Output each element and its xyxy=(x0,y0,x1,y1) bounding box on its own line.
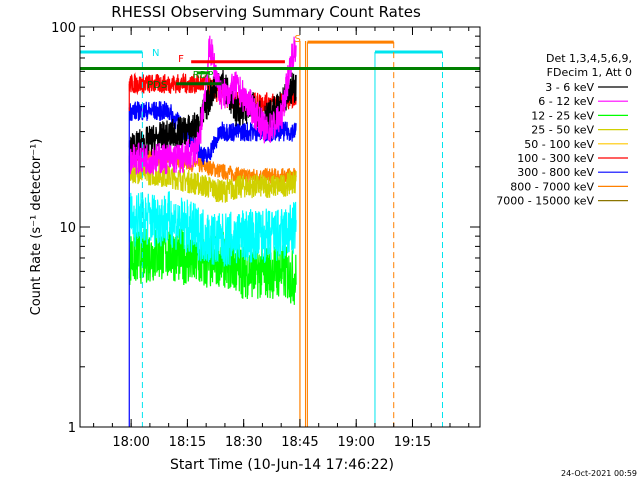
series-cyan xyxy=(128,191,297,267)
legend-label-4: 50 - 100 keV xyxy=(524,138,594,151)
attenuator-markers-label: PDS xyxy=(147,80,167,91)
series-cyan-line xyxy=(128,191,297,267)
flare-markers-label: F xyxy=(178,54,184,65)
x-tick-label-2: 18:30 xyxy=(225,435,262,450)
legend-label-3: 25 - 50 keV xyxy=(531,124,594,137)
series-25-50-kev xyxy=(128,159,297,203)
attenuator-markers: PDS xyxy=(147,80,222,91)
series-6-12-kev-line xyxy=(128,35,297,175)
x-tick-label-0: 18:00 xyxy=(112,435,149,450)
series-6-12-kev xyxy=(128,35,297,175)
x-tick-label-5: 19:15 xyxy=(394,435,431,450)
decimation-markers-label: RDP xyxy=(193,70,214,81)
x-tick-label-4: 19:00 xyxy=(337,435,374,450)
legend-label-6: 300 - 800 keV xyxy=(517,166,594,179)
night-markers: N xyxy=(80,48,443,427)
chart-title: RHESSI Observing Summary Count Rates xyxy=(111,3,421,21)
decimation-markers: RDP xyxy=(193,70,214,81)
legend-label-2: 12 - 25 keV xyxy=(531,109,594,122)
legend-label-8: 7000 - 15000 keV xyxy=(496,195,594,208)
x-axis-label: Start Time (10-Jun-14 17:46:22) xyxy=(170,457,394,473)
legend-label-0: 3 - 6 keV xyxy=(545,81,594,94)
y-axis-label: Count Rate (s⁻¹ detector⁻¹) xyxy=(29,139,44,316)
night-markers-label: N xyxy=(152,48,159,59)
y-tick-label-2: 100 xyxy=(51,21,76,36)
flare-markers: F xyxy=(178,54,285,65)
x-tick-label-3: 18:45 xyxy=(281,435,318,450)
series-12-25-kev xyxy=(128,225,297,305)
saa-markers: S xyxy=(294,34,395,427)
series-3-6-kev xyxy=(128,68,297,162)
axes: 18:00 18:15 18:30 18:45 19:00 19:15 1 10 100 xyxy=(51,21,480,450)
legend-header-0: Det 1,3,4,5,6,9, xyxy=(546,52,632,65)
series-25-50-kev-line xyxy=(128,159,297,203)
legend: Det 1,3,4,5,6,9,FDecim 1, Att 0 3 - 6 keV… xyxy=(496,52,632,208)
legend-header-1: FDecim 1, Att 0 xyxy=(547,66,632,79)
x-tick-label-1: 18:15 xyxy=(169,435,206,450)
series-12-25-kev-line xyxy=(128,225,297,305)
series-3-6-kev-line xyxy=(128,68,297,162)
y-tick-label-0: 1 xyxy=(68,421,76,436)
saa-markers-label: S xyxy=(294,34,300,45)
plot-area: N S F PDS RDP xyxy=(80,34,480,427)
footer-date: 24-Oct-2021 00:59 xyxy=(561,469,637,478)
y-tick-label-1: 10 xyxy=(59,221,76,236)
legend-label-1: 6 - 12 keV xyxy=(538,95,594,108)
legend-label-5: 100 - 300 keV xyxy=(517,152,594,165)
legend-label-7: 800 - 7000 keV xyxy=(510,180,594,193)
